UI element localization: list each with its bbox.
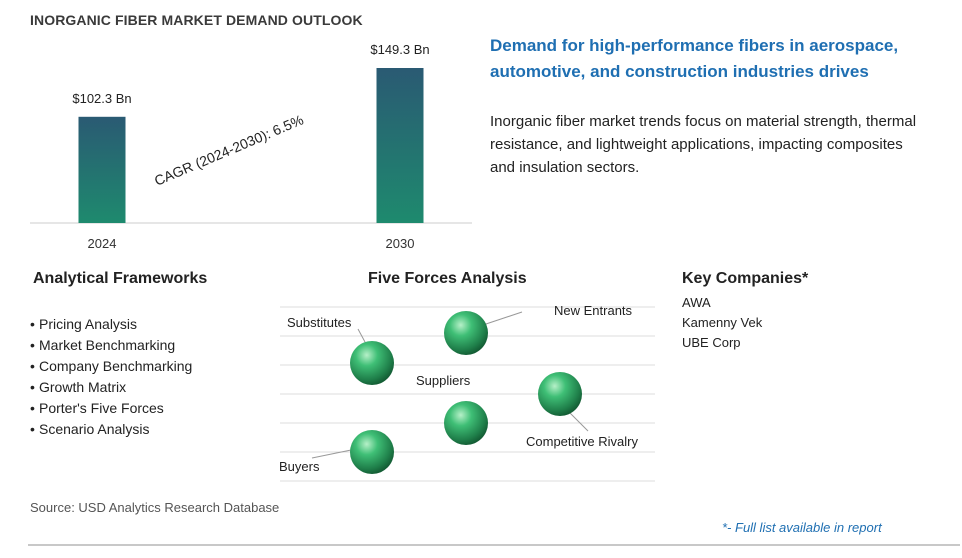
- bars-layer: $102.3 Bn 2024 $149.3 Bn 2030: [72, 42, 429, 251]
- list-item: • Company Benchmarking: [30, 358, 193, 374]
- five-forces-diagram: Substitutes New Entrants Suppliers Compe…: [279, 303, 655, 482]
- bar-chart: $102.3 Bn 2024 $149.3 Bn 2030 CAGR (2024-20…: [30, 42, 472, 251]
- framework-label: Scenario Analysis: [39, 421, 150, 437]
- bottom-divider: [28, 544, 960, 546]
- competitive-rivalry-label: Competitive Rivalry: [526, 434, 638, 449]
- list-item: • Market Benchmarking: [30, 337, 176, 353]
- list-item: • Porter's Five Forces: [30, 400, 164, 416]
- cagr-annotation: CAGR (2024-2030): 6.5%: [152, 111, 306, 188]
- x-tick-label: 2030: [386, 236, 415, 251]
- list-item: • Pricing Analysis: [30, 316, 138, 332]
- list-item: • Scenario Analysis: [30, 421, 150, 437]
- framework-label: Porter's Five Forces: [39, 400, 164, 416]
- buyers-label: Buyers: [279, 459, 320, 474]
- framework-label: Growth Matrix: [39, 379, 127, 395]
- leader-line: [482, 311, 523, 326]
- suppliers-sphere: [444, 401, 488, 445]
- substitutes-sphere: [350, 341, 394, 385]
- footnote-link[interactable]: *- Full list available in report: [722, 520, 882, 535]
- competitive-rivalry-sphere: [538, 372, 582, 416]
- source-note: Source: USD Analytics Research Database: [30, 500, 280, 515]
- framework-label: Market Benchmarking: [39, 337, 176, 353]
- suppliers-label: Suppliers: [416, 373, 471, 388]
- companies-title: Key Companies*: [682, 270, 809, 287]
- bar-2030: [376, 68, 424, 223]
- list-item: • Growth Matrix: [30, 379, 127, 395]
- bar-value-label: $149.3 Bn: [370, 42, 429, 57]
- x-tick-label: 2024: [88, 236, 117, 251]
- substitutes-label: Substitutes: [287, 315, 352, 330]
- companies-list: AWA Kamenny Vek UBE Corp: [682, 293, 762, 353]
- company-item: UBE Corp: [682, 335, 741, 350]
- chart-title: INORGANIC FIBER MARKET DEMAND OUTLOOK: [30, 12, 363, 28]
- bar-2024: [78, 116, 126, 223]
- headline: Demand for high-performance fibers in ae…: [490, 36, 899, 81]
- framework-label: Company Benchmarking: [39, 358, 193, 374]
- company-item: AWA: [682, 295, 711, 310]
- frameworks-list: • Pricing Analysis • Market Benchmarking •…: [30, 314, 192, 440]
- frameworks-title: Analytical Frameworks: [33, 270, 208, 287]
- summary-text: Inorganic fiber market trends focus on m…: [490, 113, 917, 176]
- company-item: Kamenny Vek: [682, 315, 763, 330]
- new-entrants-label: New Entrants: [554, 303, 633, 318]
- buyers-sphere: [350, 430, 394, 474]
- new-entrants-sphere: [444, 311, 488, 355]
- forces-title: Five Forces Analysis: [368, 270, 527, 287]
- leader-line: [311, 448, 357, 459]
- framework-label: Pricing Analysis: [39, 316, 138, 332]
- bar-value-label: $102.3 Bn: [72, 91, 131, 106]
